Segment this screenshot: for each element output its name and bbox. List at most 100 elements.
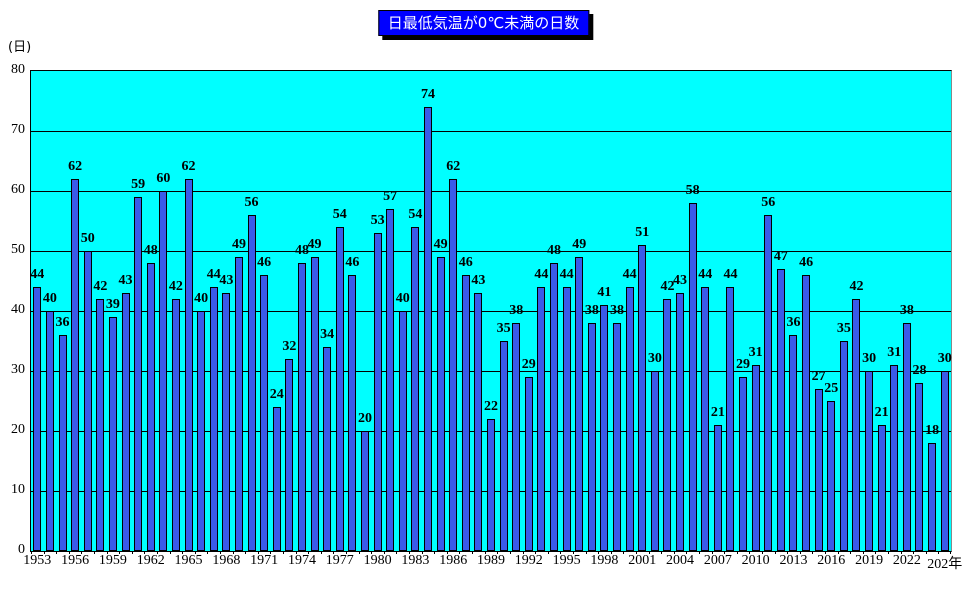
bar-value-label-2001: 51 (635, 225, 650, 240)
x-axis-label-1974: 1974 (287, 553, 316, 568)
bar-value-label-1993: 44 (534, 267, 549, 282)
y-axis-unit-label: (日) (8, 40, 32, 55)
bar-value-label-1959: 39 (105, 297, 120, 312)
x-axis-tick (245, 551, 247, 554)
bar-1983 (411, 227, 420, 551)
bar-2014 (802, 275, 811, 551)
x-axis-tick (522, 551, 524, 554)
x-axis-tick (686, 551, 688, 554)
x-axis-tick (94, 551, 95, 554)
bar-1984 (423, 107, 432, 551)
bar-1981 (386, 209, 395, 551)
x-axis-tick (610, 551, 612, 554)
bar-2025 (940, 371, 949, 551)
bar-1964 (171, 299, 180, 551)
x-axis-tick (661, 551, 663, 554)
y-axis-label-0: 0 (18, 542, 25, 557)
x-axis-label-1962: 1962 (136, 553, 165, 568)
y-axis-label-30: 30 (11, 362, 25, 377)
x-axis-tick (270, 551, 272, 554)
bar-2024 (928, 443, 937, 551)
x-axis-label-1980: 1980 (363, 553, 392, 568)
x-axis-label-1956: 1956 (61, 553, 90, 568)
bar-value-label-2025: 30 (937, 351, 952, 366)
bar-value-label-1974: 48 (294, 243, 309, 258)
gridline-70 (31, 131, 951, 132)
bar-1955 (58, 335, 67, 551)
bar-1998 (600, 305, 609, 551)
bar-1994 (550, 263, 558, 551)
bar-2018 (852, 299, 861, 551)
x-axis-tick (837, 551, 839, 554)
x-axis-tick (925, 551, 927, 554)
gridline-40 (31, 311, 951, 312)
x-axis-tick (799, 551, 801, 554)
bar-value-label-2005: 58 (685, 183, 700, 198)
bar-value-label-2022: 38 (899, 303, 914, 318)
bar-1990 (499, 341, 508, 551)
bar-2006 (701, 287, 710, 551)
x-axis-label-2019: 2019 (855, 553, 884, 568)
bar-2021 (890, 365, 899, 551)
x-axis-tick (409, 551, 411, 554)
x-axis-label-2013: 2013 (779, 553, 808, 568)
x-axis-tick (875, 551, 877, 554)
bar-1968 (222, 293, 231, 551)
x-axis-tick (131, 551, 133, 554)
x-axis-label-1971: 1971 (250, 553, 279, 568)
x-axis-label-202年: 202年 (927, 557, 963, 572)
bar-2011 (764, 215, 773, 551)
bar-value-label-2012: 47 (773, 249, 788, 264)
x-axis-tick (761, 551, 763, 554)
x-axis-tick (824, 551, 826, 554)
bar-value-label-1973: 32 (282, 339, 297, 354)
bar-value-label-1983: 54 (408, 207, 423, 222)
bar-2016 (827, 401, 836, 551)
gridline-30 (31, 371, 951, 372)
bar-value-label-2008: 44 (723, 267, 738, 282)
bar-value-label-1962: 48 (143, 243, 158, 258)
x-axis-tick (913, 551, 915, 554)
bar-value-label-1976: 34 (320, 327, 335, 342)
bar-1965 (184, 179, 193, 551)
bar-value-label-1995: 44 (559, 267, 574, 282)
x-axis-tick (585, 551, 587, 554)
bar-2013 (789, 335, 798, 551)
bar-1967 (209, 287, 218, 551)
x-axis-label-2010: 2010 (741, 553, 770, 568)
bar-2023 (915, 383, 924, 551)
bar-value-label-2004: 43 (673, 273, 688, 288)
bar-value-label-1998: 41 (597, 285, 612, 300)
x-axis-tick (547, 551, 549, 554)
bar-2005 (688, 203, 697, 551)
bar-value-label-1992: 29 (521, 357, 536, 372)
bar-1969 (234, 257, 243, 551)
x-axis-label-1968: 1968 (212, 553, 241, 568)
y-axis-label-40: 40 (11, 302, 25, 317)
plot-area (30, 70, 952, 554)
bar-value-label-2013: 36 (786, 315, 801, 330)
bar-value-label-1963: 60 (156, 171, 171, 186)
bar-1970 (247, 215, 256, 551)
x-axis-tick (887, 551, 889, 554)
x-axis-tick (598, 551, 600, 554)
x-axis-tick (711, 551, 713, 554)
x-axis-tick (56, 551, 58, 554)
x-axis-tick (635, 551, 637, 554)
x-axis-tick (358, 551, 360, 554)
x-axis-label-2004: 2004 (666, 553, 695, 568)
x-axis-tick (182, 551, 184, 554)
bar-value-label-1954: 40 (42, 291, 57, 306)
bar-value-label-2011: 56 (761, 195, 776, 210)
bar-1959 (108, 317, 117, 551)
x-axis-tick (106, 551, 108, 554)
x-axis-label-1995: 1995 (552, 553, 581, 568)
bar-value-label-1955: 36 (55, 315, 70, 330)
bar-1954 (45, 311, 54, 551)
x-axis-tick (736, 551, 738, 554)
bar-value-label-1982: 40 (395, 291, 410, 306)
bar-value-label-2015: 27 (811, 369, 826, 384)
x-axis-tick (308, 551, 310, 554)
x-axis-tick (698, 551, 700, 554)
x-axis-tick (850, 551, 852, 554)
